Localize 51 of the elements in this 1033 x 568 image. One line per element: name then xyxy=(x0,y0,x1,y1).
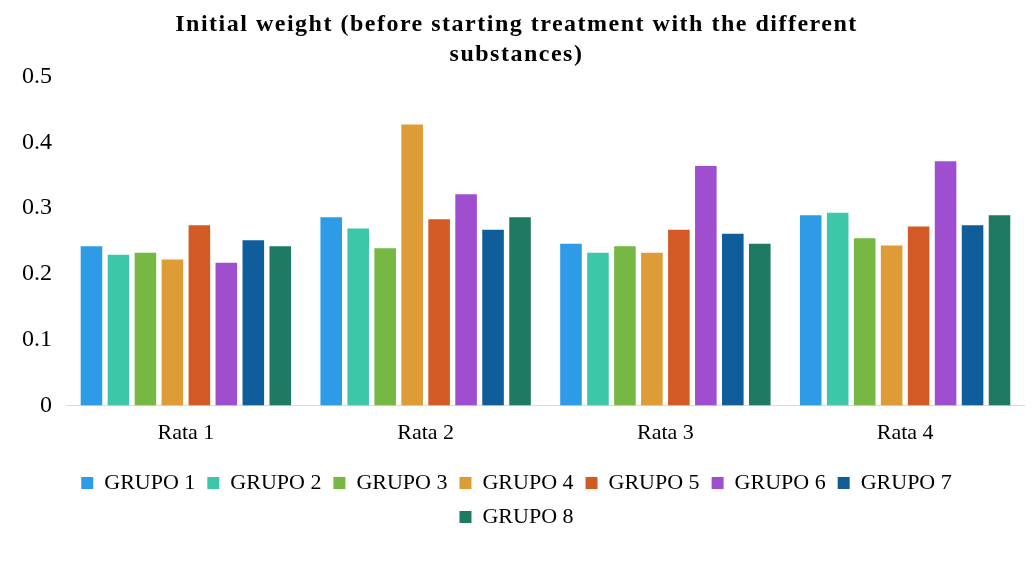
bar xyxy=(961,225,984,406)
bar xyxy=(482,229,504,406)
bar xyxy=(668,229,690,406)
legend-label: GRUPO 5 xyxy=(608,468,700,494)
legend-label: GRUPO 7 xyxy=(860,468,952,494)
bar xyxy=(560,243,582,406)
bar xyxy=(374,248,396,406)
bar xyxy=(428,219,450,406)
bar xyxy=(641,252,663,406)
legend-label: GRUPO 4 xyxy=(482,468,574,494)
bar xyxy=(320,217,343,406)
bar xyxy=(722,233,744,406)
bar xyxy=(242,240,265,406)
bar xyxy=(401,124,423,406)
bar xyxy=(614,246,636,406)
x-tick-label: Rata 1 xyxy=(157,418,215,444)
bar xyxy=(695,165,717,406)
bar xyxy=(80,246,103,406)
y-tick-label: 0.1 xyxy=(22,325,52,352)
bar xyxy=(587,252,609,406)
legend-label: GRUPO 1 xyxy=(104,468,196,494)
bar xyxy=(748,243,771,406)
y-tick-label: 0.5 xyxy=(22,61,52,88)
legend-label: GRUPO 3 xyxy=(356,468,448,494)
bar xyxy=(107,254,130,406)
bar xyxy=(269,246,292,406)
bar xyxy=(509,217,531,406)
x-tick-label: Rata 3 xyxy=(636,418,694,444)
bar xyxy=(347,228,369,406)
bar xyxy=(134,252,157,406)
bar xyxy=(826,212,849,406)
bar xyxy=(853,238,876,406)
bar xyxy=(907,226,930,406)
y-tick-label: 0.2 xyxy=(22,259,52,286)
bar xyxy=(799,215,822,406)
legend-label: GRUPO 2 xyxy=(230,468,322,494)
legend-label: GRUPO 6 xyxy=(734,468,826,494)
y-tick-label: 0.3 xyxy=(22,193,52,220)
chart-title: Initial weight (before starting treatment with the different substances) xyxy=(174,9,859,68)
bar xyxy=(988,215,1011,406)
bar xyxy=(934,161,957,406)
x-tick-label: Rata 2 xyxy=(397,418,455,444)
x-tick-label: Rata 4 xyxy=(876,418,934,444)
bar xyxy=(161,259,184,406)
y-tick-label: 0.4 xyxy=(22,127,52,154)
bar xyxy=(215,262,238,406)
legend-label: GRUPO 8 xyxy=(482,502,574,528)
bar xyxy=(880,245,903,406)
y-tick-label: 0 xyxy=(40,390,52,417)
bar xyxy=(455,194,477,406)
bar xyxy=(188,225,211,406)
